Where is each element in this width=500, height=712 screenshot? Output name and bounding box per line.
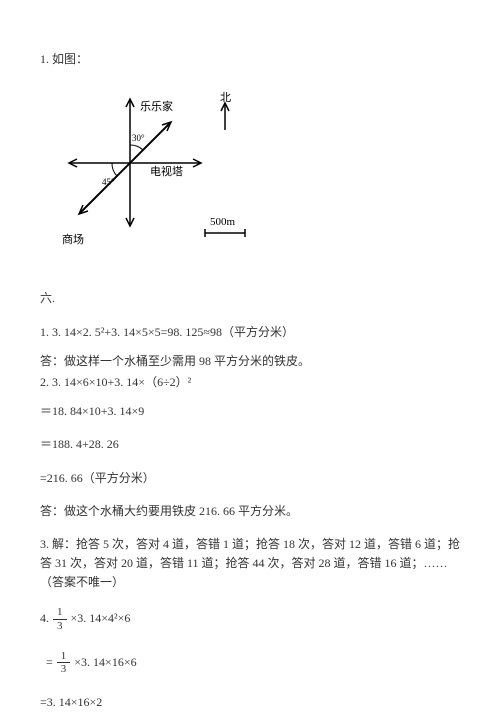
- problem-2-step1: ＝18. 84×10+3. 14×9: [40, 402, 460, 421]
- frac-num2: 1: [57, 650, 71, 663]
- frac-num: 1: [53, 606, 67, 619]
- diagram-container: 乐乐家 北 30° 电视塔 45° 商场 500m: [50, 85, 460, 271]
- problem-4-line1: 4. 1 3 ×3. 14×4²×6: [40, 606, 460, 631]
- problem-4-expr1: ×3. 14×4²×6: [71, 609, 131, 628]
- label-tv-tower: 电视塔: [150, 164, 183, 178]
- label-mall: 商场: [62, 232, 84, 246]
- problem-1: 1. 3. 14×2. 5²+3. 14×5×5=98. 125≈98（平方分米…: [40, 323, 460, 342]
- problem-2-answer: 答：做这个水桶大约要用铁皮 216. 66 平方分米。: [40, 502, 460, 521]
- problem-2-step2: ＝188. 4+28. 26: [40, 435, 460, 454]
- diagram-svg: 乐乐家 北 30° 电视塔 45° 商场 500m: [50, 85, 270, 265]
- problem-4-prefix: 4.: [40, 609, 49, 628]
- frac-den: 3: [53, 620, 67, 632]
- fraction-1-3a: 1 3: [53, 606, 67, 631]
- problem-1-answer: 答：做这样一个水桶至少需用 98 平方分米的铁皮。: [40, 352, 460, 371]
- fraction-1-3b: 1 3: [57, 650, 71, 675]
- problem-4-final: =3. 14×16×2: [40, 693, 460, 712]
- problem-2: 2. 3. 14×6×10+3. 14×（6÷2）²: [40, 373, 460, 392]
- section-6-title: 六.: [40, 289, 460, 308]
- problem-2-step3: =216. 66（平方分米）: [40, 469, 460, 488]
- frac-den2: 3: [57, 663, 71, 675]
- label-scale: 500m: [210, 216, 236, 228]
- question-1-label: 1. 如图：: [40, 50, 460, 69]
- problem-3: 3. 解：抢答 5 次，答对 4 道，答错 1 道；抢答 18 次，答对 12 …: [40, 535, 460, 593]
- equals-sign: =: [46, 653, 53, 672]
- label-lele-home: 乐乐家: [140, 99, 173, 113]
- problem-4-line2: = 1 3 ×3. 14×16×6: [40, 650, 460, 675]
- label-angle2: 45°: [102, 177, 115, 187]
- problem-4-expr2: ×3. 14×16×6: [74, 653, 136, 672]
- label-angle1: 30°: [132, 133, 145, 143]
- label-north: 北: [220, 91, 231, 104]
